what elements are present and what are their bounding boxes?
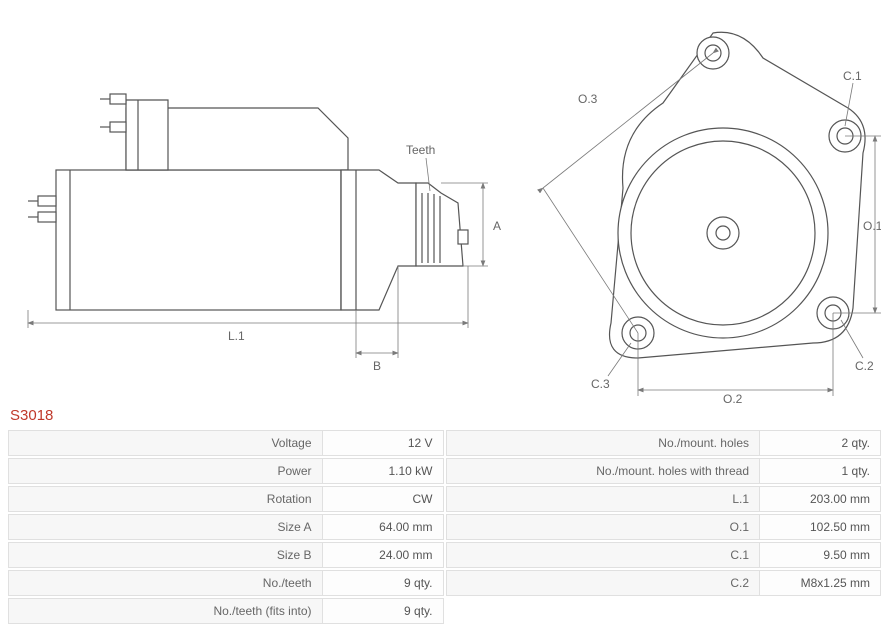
spec-value: 64.00 mm	[323, 515, 443, 539]
spec-col-right: No./mount. holes2 qty. No./mount. holes …	[446, 430, 882, 626]
table-row: C.19.50 mm	[446, 542, 882, 568]
spec-value: M8x1.25 mm	[760, 571, 880, 595]
technical-drawing: L.1 B A Teeth O.3	[8, 8, 881, 403]
spec-value: 102.50 mm	[760, 515, 880, 539]
spec-col-left: Voltage12 V Power1.10 kW RotationCW Size…	[8, 430, 444, 626]
front-view: O.3 O.1 O.2 C.1 C.2 C.3	[543, 32, 881, 403]
table-row: Power1.10 kW	[8, 458, 444, 484]
dim-label-teeth: Teeth	[406, 143, 435, 157]
table-row: No./mount. holes with thread1 qty.	[446, 458, 882, 484]
dim-label-L1: L.1	[228, 329, 245, 343]
table-row: L.1203.00 mm	[446, 486, 882, 512]
spec-label: C.1	[447, 543, 761, 567]
spec-value: 2 qty.	[760, 431, 880, 455]
spec-label: Power	[9, 459, 323, 483]
table-row: RotationCW	[8, 486, 444, 512]
table-row: Voltage12 V	[8, 430, 444, 456]
spec-label: No./mount. holes with thread	[447, 459, 761, 483]
dim-label-C1: C.1	[843, 69, 862, 83]
spec-value: 9 qty.	[323, 571, 443, 595]
spec-value: 1 qty.	[760, 459, 880, 483]
spec-label: Rotation	[9, 487, 323, 511]
table-row: C.2M8x1.25 mm	[446, 570, 882, 596]
spec-label: No./teeth (fits into)	[9, 599, 323, 623]
spec-label: No./mount. holes	[447, 431, 761, 455]
spec-label: Voltage	[9, 431, 323, 455]
spec-value: 9 qty.	[323, 599, 443, 623]
spec-value: 9.50 mm	[760, 543, 880, 567]
spec-label: O.1	[447, 515, 761, 539]
table-row: Size A64.00 mm	[8, 514, 444, 540]
dim-label-B: B	[373, 359, 381, 373]
table-row: No./teeth (fits into)9 qty.	[8, 598, 444, 624]
dim-label-O3: O.3	[578, 92, 598, 106]
table-row: No./mount. holes2 qty.	[446, 430, 882, 456]
spec-label: Size B	[9, 543, 323, 567]
part-number: S3018	[10, 407, 881, 424]
table-row: Size B24.00 mm	[8, 542, 444, 568]
dim-label-O2: O.2	[723, 392, 743, 403]
table-row: No./teeth9 qty.	[8, 570, 444, 596]
spec-value: 1.10 kW	[323, 459, 443, 483]
dim-label-O1: O.1	[863, 219, 881, 233]
drawing-svg: L.1 B A Teeth O.3	[8, 8, 881, 403]
spec-label: No./teeth	[9, 571, 323, 595]
side-view: L.1 B A Teeth	[28, 94, 501, 373]
dim-label-A: A	[493, 219, 501, 233]
spec-table: Voltage12 V Power1.10 kW RotationCW Size…	[8, 430, 881, 626]
spec-value: 203.00 mm	[760, 487, 880, 511]
table-row: O.1102.50 mm	[446, 514, 882, 540]
spec-label: C.2	[447, 571, 761, 595]
spec-value: 12 V	[323, 431, 443, 455]
spec-label: Size A	[9, 515, 323, 539]
dim-label-C3: C.3	[591, 377, 610, 391]
dim-label-C2: C.2	[855, 359, 874, 373]
spec-value: 24.00 mm	[323, 543, 443, 567]
spec-label: L.1	[447, 487, 761, 511]
spec-value: CW	[323, 487, 443, 511]
